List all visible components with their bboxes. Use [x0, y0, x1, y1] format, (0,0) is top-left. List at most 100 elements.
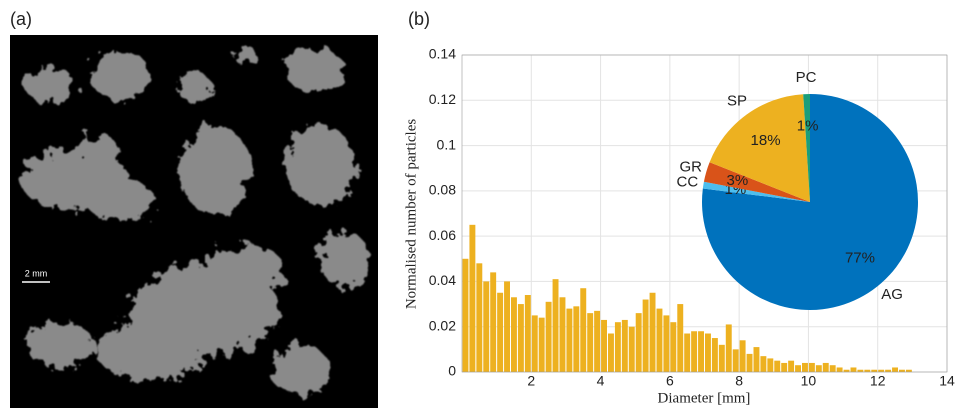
bar	[663, 315, 670, 372]
panel-label: (b)	[408, 9, 430, 29]
bar	[614, 322, 621, 372]
x-tick-label: 4	[597, 373, 605, 389]
bar	[815, 365, 822, 372]
bar	[767, 358, 774, 372]
bar	[711, 338, 718, 372]
scale-bar: 2 mm	[22, 268, 50, 283]
bar	[774, 360, 781, 372]
y-tick-label: 0.12	[429, 91, 456, 107]
bar	[476, 263, 483, 372]
bar	[642, 299, 649, 372]
x-tick-label: 8	[735, 373, 743, 389]
bar	[469, 224, 476, 372]
x-axis-label: Diameter [mm]	[658, 390, 751, 406]
bar	[545, 301, 552, 372]
bar	[864, 369, 871, 372]
y-tick-label: 0	[448, 363, 456, 379]
panel-label: (a)	[10, 9, 32, 29]
pie-value-label: 77%	[845, 250, 875, 267]
bar	[808, 362, 815, 372]
bar	[538, 317, 545, 372]
bar	[871, 369, 878, 372]
x-tick-label: 2	[527, 373, 535, 389]
bar	[504, 281, 510, 372]
y-tick-label: 0.14	[429, 46, 456, 62]
bar	[677, 304, 684, 372]
y-tick-label: 0.04	[429, 272, 456, 288]
bar	[725, 324, 732, 372]
bar	[684, 333, 691, 372]
bar	[850, 367, 857, 372]
y-axis-label: Normalised number of particles	[403, 119, 419, 310]
bar	[892, 367, 898, 372]
x-tick-label: 10	[801, 373, 817, 389]
y-tick-label: 0.06	[429, 227, 456, 243]
bar	[836, 367, 843, 372]
bar	[788, 360, 795, 372]
x-tick-label: 14	[939, 373, 955, 389]
bar	[760, 356, 767, 372]
bar	[746, 353, 753, 372]
x-tick-label: 6	[666, 373, 674, 389]
bar	[628, 326, 635, 372]
bar	[483, 281, 490, 372]
bar	[718, 344, 725, 372]
bar	[552, 279, 559, 372]
bar	[566, 308, 573, 372]
pie-slice	[803, 94, 810, 202]
bar	[517, 304, 524, 372]
bar	[732, 349, 739, 372]
bar	[795, 365, 801, 372]
bar	[635, 313, 642, 372]
bar	[781, 362, 788, 372]
pie-category-label: SP	[727, 92, 747, 109]
plot-frame	[461, 54, 948, 373]
bar	[608, 333, 614, 372]
bar	[753, 347, 760, 372]
bar	[691, 331, 698, 372]
pie-value-label: 3%	[727, 172, 749, 189]
pie-category-label: GR	[679, 158, 702, 175]
particles	[20, 46, 370, 395]
y-tick-label: 0.02	[429, 317, 456, 333]
pie-slice	[702, 94, 918, 311]
bar	[857, 369, 864, 372]
pie-category-label: PC	[796, 69, 817, 86]
pie-category-label: AG	[881, 286, 903, 303]
bar	[601, 319, 607, 372]
scale-bar-label: 2 mm	[25, 268, 48, 278]
bar	[885, 369, 892, 372]
bar	[580, 288, 587, 372]
pie-slice	[702, 181, 810, 202]
bar	[490, 272, 497, 372]
bar	[656, 308, 663, 372]
bar	[621, 319, 628, 372]
bar	[511, 297, 517, 372]
bar	[822, 362, 829, 372]
bar	[739, 340, 746, 372]
bar	[698, 331, 704, 372]
pie-category-label: CC	[676, 174, 698, 191]
bar	[497, 292, 504, 372]
bar	[462, 258, 469, 372]
y-tick-label: 0.08	[429, 182, 456, 198]
bar	[905, 369, 912, 372]
bar	[802, 362, 808, 372]
bar	[559, 297, 566, 372]
pie-value-label: 1%	[797, 117, 819, 134]
bar	[594, 310, 601, 372]
bar	[829, 365, 836, 372]
pie-slice	[703, 162, 810, 202]
pie-value-label: 18%	[751, 132, 781, 149]
bar	[843, 369, 850, 372]
bar	[524, 295, 531, 372]
bar	[670, 322, 677, 372]
bar	[531, 315, 538, 372]
bar	[878, 369, 885, 372]
y-tick-label: 0.1	[437, 136, 457, 152]
x-tick-label: 12	[870, 373, 886, 389]
bar	[649, 292, 656, 372]
bar	[587, 313, 594, 372]
